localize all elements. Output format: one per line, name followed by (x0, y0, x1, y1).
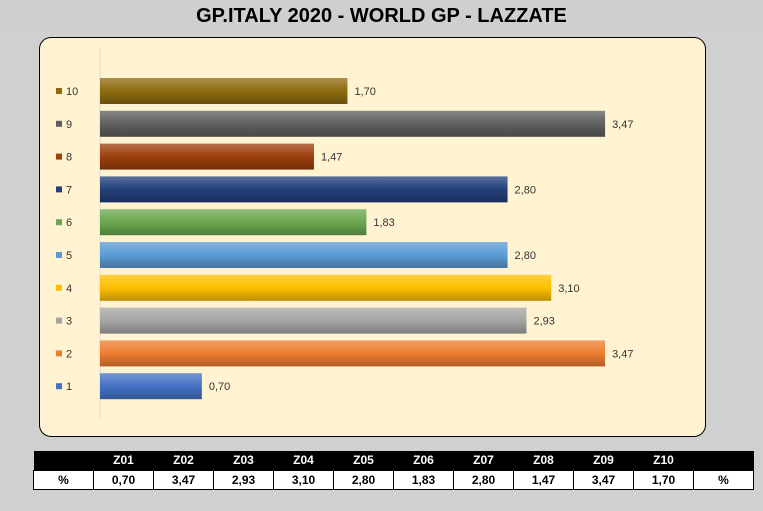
table-header-row: Z01 Z02 Z03 Z04 Z05 Z06 Z07 Z08 Z09 Z10 (33, 451, 754, 470)
table-value-cell: 3,10 (273, 469, 334, 490)
table-value-cell: 2,80 (333, 469, 394, 490)
legend-label-9: 9 (66, 119, 72, 131)
bar-6 (100, 209, 367, 236)
data-label-5: 2,80 (515, 250, 536, 262)
legend-label-2: 2 (66, 348, 72, 360)
bar-5 (100, 242, 508, 268)
legend-label-4: 4 (66, 283, 72, 295)
table-header-cell (33, 451, 94, 470)
legend-swatch-1 (56, 383, 62, 390)
table-value-row: % 0,70 3,47 2,93 3,10 2,80 1,83 2,80 1,47 3,47 1,7… (33, 469, 754, 490)
bars-layer: 1,70 10 3,47 9 1,47 8 2,80 7 1,83 6 2,80 5 3,10 4 2,93… (56, 78, 633, 400)
data-label-2: 3,47 (612, 348, 633, 360)
legend-label-6: 6 (66, 217, 72, 229)
data-label-7: 2,80 (515, 184, 536, 196)
table-value-cell: 2,93 (213, 469, 274, 490)
table-header-cell: Z02 (153, 451, 214, 470)
table-header-cell: Z01 (93, 451, 154, 470)
table-header-cell: Z08 (513, 451, 574, 470)
table-value-cell: 1,70 (633, 469, 694, 490)
bar-2 (100, 340, 606, 367)
chart-title: GP.ITALY 2020 - WORLD GP - LAZZATE (0, 0, 763, 32)
table-value-cell: 2,80 (453, 469, 514, 490)
table-value-cell: % (693, 469, 754, 490)
legend-label-10: 10 (66, 86, 78, 98)
summary-table: Z01 Z02 Z03 Z04 Z05 Z06 Z07 Z08 Z09 Z10 % 0,70 3,47… (33, 451, 754, 490)
legend-swatch-6 (56, 219, 62, 226)
table-header-cell: Z07 (453, 451, 514, 470)
data-label-6: 1,83 (373, 217, 394, 229)
table-header-cell: Z09 (573, 451, 634, 470)
table-value-cell: 3,47 (573, 469, 634, 490)
table-value-cell: 3,47 (153, 469, 214, 490)
legend-swatch-7 (56, 186, 62, 193)
table-header-cell: Z06 (393, 451, 454, 470)
bar-3 (100, 307, 527, 334)
legend-swatch-9 (56, 120, 62, 127)
table-value-cell: 0,70 (93, 469, 154, 490)
data-label-10: 1,70 (354, 86, 375, 98)
legend-label-3: 3 (66, 316, 72, 328)
bar-chart: 1,70 10 3,47 9 1,47 8 2,80 7 1,83 6 2,80 5 3,10 4 2,93… (56, 48, 633, 418)
bar-7 (100, 176, 508, 203)
chart-panel: 1,70 10 3,47 9 1,47 8 2,80 7 1,83 6 2,80 5 3,10 4 2,93… (39, 37, 706, 437)
bar-10 (100, 78, 348, 104)
legend-swatch-8 (56, 153, 62, 160)
table-header-cell (693, 451, 754, 470)
table-value-cell: 1,83 (393, 469, 454, 490)
data-label-4: 3,10 (558, 283, 579, 295)
data-label-3: 2,93 (533, 316, 554, 328)
table-value-cell: % (33, 469, 94, 490)
table-value-cell: 1,47 (513, 469, 574, 490)
legend-label-5: 5 (66, 250, 72, 262)
bar-8 (100, 143, 314, 170)
legend-swatch-5 (56, 252, 62, 258)
data-label-8: 1,47 (321, 152, 342, 164)
legend-label-7: 7 (66, 184, 72, 196)
table-header-cell: Z05 (333, 451, 394, 470)
table-header-cell: Z03 (213, 451, 274, 470)
legend-swatch-10 (56, 88, 62, 94)
table-header-cell: Z04 (273, 451, 334, 470)
bar-9 (100, 110, 606, 137)
table-header-cell: Z10 (633, 451, 694, 470)
legend-swatch-4 (56, 284, 62, 291)
legend-swatch-2 (56, 350, 62, 357)
legend-swatch-3 (56, 317, 62, 324)
legend-label-8: 8 (66, 152, 72, 164)
data-label-9: 3,47 (612, 119, 633, 131)
legend-label-1: 1 (66, 381, 72, 393)
data-label-1: 0,70 (209, 381, 230, 393)
bar-4 (100, 274, 552, 301)
bar-1 (100, 373, 202, 400)
